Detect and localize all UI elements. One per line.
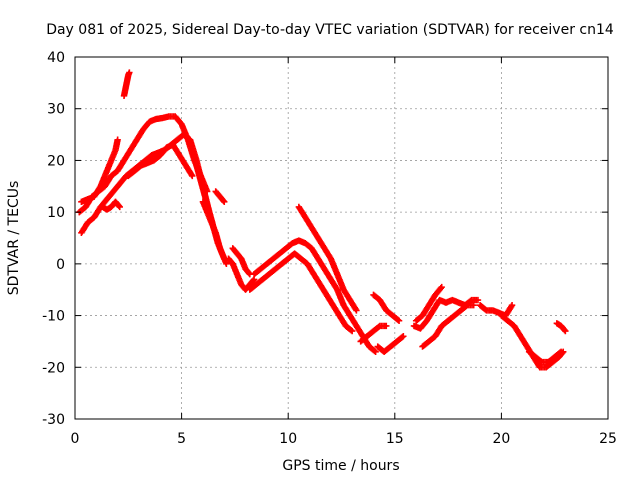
data-point (126, 69, 133, 76)
series-satellite-track-24 (553, 320, 569, 335)
grid-layer (75, 57, 608, 419)
series-satellite-track-17 (374, 333, 407, 355)
series-satellite-track-9 (212, 188, 228, 205)
series-satellite-track-23 (525, 348, 565, 366)
x-tick-label: 25 (599, 431, 617, 447)
series-satellite-track-8 (199, 198, 228, 262)
series-satellite-track-14 (295, 203, 360, 314)
series-satellite-track-12 (246, 250, 356, 335)
data-point (347, 327, 355, 334)
series-satellite-track-13 (250, 237, 379, 355)
series-satellite-track-11 (229, 245, 254, 278)
data-point (470, 302, 477, 309)
x-axis-title: GPS time / hours (282, 458, 399, 474)
series-satellite-track-16 (370, 291, 403, 324)
data-point (474, 296, 482, 304)
data-point (223, 260, 230, 268)
data-point (250, 277, 257, 284)
data-point (114, 136, 121, 143)
plot-frame (74, 56, 609, 420)
data-point (116, 203, 123, 211)
data-point (115, 202, 123, 210)
data-point (561, 326, 568, 334)
y-tick-label: -20 (42, 360, 65, 376)
y-tick-label: 30 (47, 102, 65, 118)
chart-title: Day 081 of 2025, Sidereal Day-to-day VTE… (46, 22, 614, 38)
y-tick-label: -10 (42, 309, 65, 325)
data-point (400, 333, 407, 340)
y-tick-label: -30 (42, 412, 65, 428)
data-point (562, 327, 569, 335)
data-point (189, 172, 196, 180)
data-point (399, 333, 406, 341)
data-point (372, 348, 379, 355)
y-tick-label: 0 (56, 257, 65, 273)
data-point (220, 197, 227, 204)
tick-layer: 0 5 10 15 20 25 -30 -20 -10 0 10 20 30 40 (42, 50, 617, 447)
data-point (371, 347, 378, 355)
series-satellite-track-5 (120, 69, 133, 99)
series-satellite-track-21 (476, 302, 516, 319)
data-point (348, 327, 356, 335)
series-satellite-track-19 (412, 283, 445, 324)
data-point (556, 349, 564, 356)
data-point (438, 283, 445, 291)
y-tick-label: 40 (47, 50, 65, 66)
y-tick-label: 10 (47, 205, 65, 221)
series-satellite-track-15 (357, 322, 390, 345)
series-satellite-track-4 (99, 198, 123, 213)
data-point (508, 302, 516, 309)
data-point (221, 198, 228, 205)
series-satellite-track-18 (410, 296, 482, 332)
series-satellite-track-3 (78, 136, 121, 205)
data-point (437, 285, 444, 292)
y-axis-title: SDTVAR / TECUs (6, 181, 22, 296)
data-point (395, 317, 403, 324)
data-point (353, 307, 360, 314)
data-point (245, 269, 253, 277)
series-satellite-track-20 (419, 302, 477, 350)
data-point (557, 348, 565, 355)
data-point (383, 322, 390, 330)
data-point (394, 316, 402, 324)
x-tick-label: 15 (386, 431, 404, 447)
x-tick-label: 20 (492, 431, 510, 447)
x-tick-label: 5 (177, 431, 186, 447)
data-points-layer (76, 69, 569, 371)
series-satellite-track-6 (125, 141, 196, 180)
y-tick-label: 20 (47, 153, 65, 169)
x-tick-label: 10 (279, 431, 297, 447)
x-tick-label: 0 (71, 431, 80, 447)
